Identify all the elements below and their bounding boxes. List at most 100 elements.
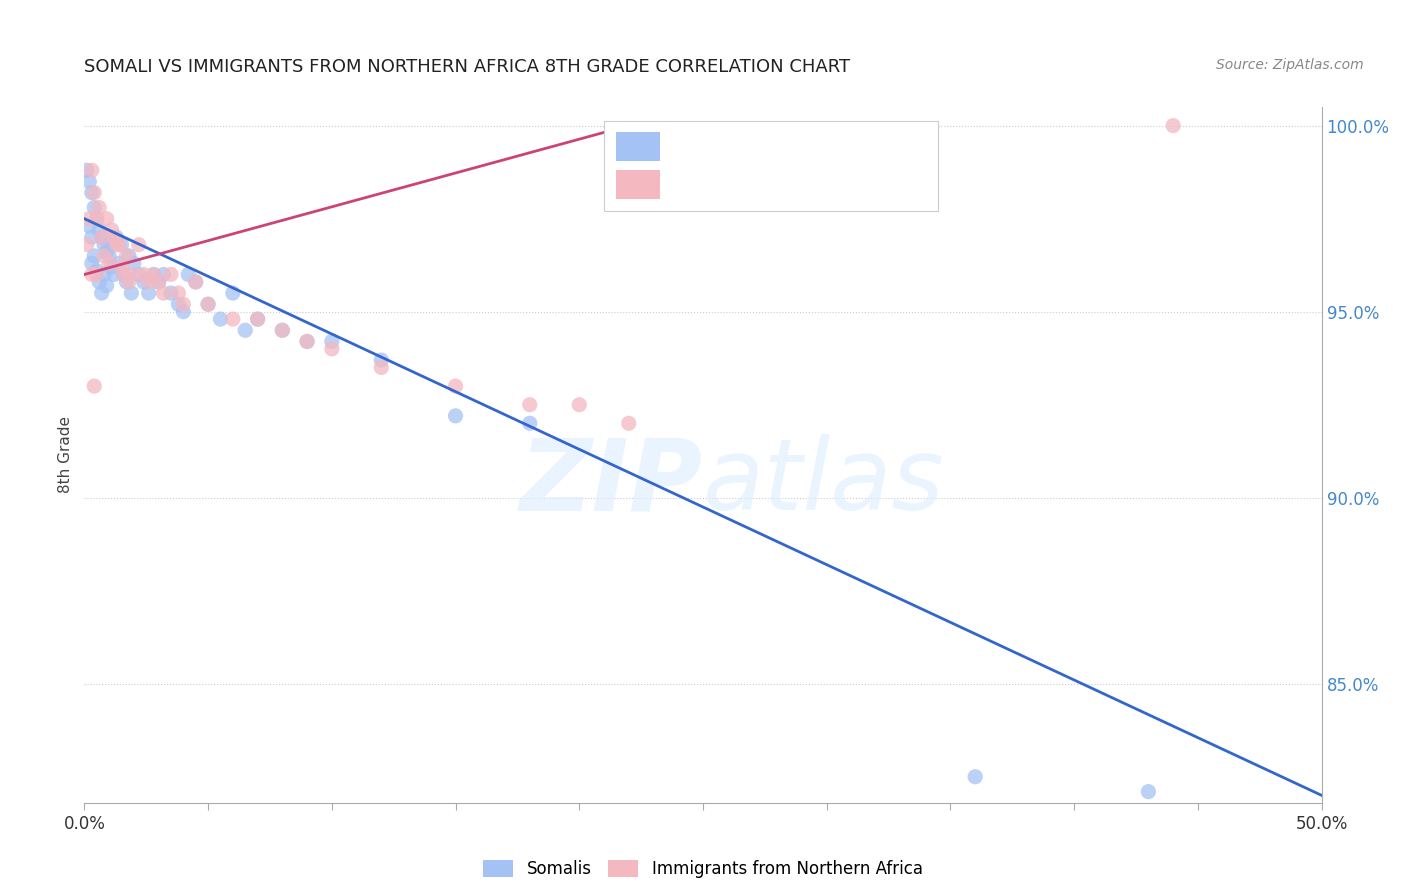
Point [132, 275, 155, 289]
Point [152, 286, 174, 301]
Point [1161, 119, 1184, 133]
Point [122, 256, 145, 270]
Point [100, 223, 122, 237]
Point [89, 275, 111, 289]
Point [98, 256, 121, 270]
Point [444, 409, 467, 423]
Point [86, 268, 108, 282]
Point [108, 256, 131, 270]
Point [222, 286, 245, 301]
Point [98, 237, 121, 252]
Text: N =: N = [832, 177, 869, 192]
Point [105, 237, 128, 252]
Point [444, 379, 467, 393]
Point [233, 323, 256, 337]
Point [79, 219, 101, 233]
Point [152, 268, 174, 282]
Point [148, 275, 170, 289]
Point [177, 268, 200, 282]
Point [271, 323, 294, 337]
Point [80, 230, 103, 244]
Point [246, 312, 269, 326]
Point [617, 417, 640, 431]
Text: R =: R = [676, 177, 713, 192]
Point [108, 237, 131, 252]
Point [160, 268, 183, 282]
Point [112, 268, 135, 282]
Legend: Somalis, Immigrants from Northern Africa: Somalis, Immigrants from Northern Africa [477, 854, 929, 885]
Point [122, 268, 145, 282]
Point [519, 417, 541, 431]
Point [184, 275, 207, 289]
Point [110, 237, 132, 252]
Point [96, 211, 118, 226]
Point [115, 275, 138, 289]
Point [209, 312, 232, 326]
Point [118, 249, 141, 263]
Point [83, 379, 105, 393]
Point [80, 163, 103, 178]
Text: -0.658: -0.658 [740, 139, 794, 154]
Point [246, 312, 269, 326]
Point [76, 237, 98, 252]
Text: atlas: atlas [703, 434, 945, 532]
Point [83, 249, 105, 263]
Point [132, 268, 155, 282]
Point [148, 275, 170, 289]
Point [167, 297, 190, 311]
Point [128, 237, 150, 252]
Point [1137, 784, 1160, 798]
Point [89, 201, 111, 215]
Point [110, 260, 132, 274]
Point [105, 230, 128, 244]
Point [80, 186, 103, 200]
Point [112, 268, 135, 282]
Point [89, 223, 111, 237]
Point [160, 286, 183, 301]
Y-axis label: 8th Grade: 8th Grade [58, 417, 73, 493]
Point [103, 268, 125, 282]
Point [118, 275, 141, 289]
Point [90, 286, 112, 301]
Point [83, 201, 105, 215]
Text: R =: R = [676, 139, 713, 154]
Point [76, 163, 98, 178]
Point [96, 278, 118, 293]
Point [80, 256, 103, 270]
Point [142, 268, 165, 282]
Text: 54: 54 [886, 139, 904, 154]
Point [197, 297, 219, 311]
Point [295, 334, 318, 349]
Point [86, 264, 108, 278]
Point [86, 211, 108, 226]
Text: N =: N = [832, 139, 869, 154]
Point [138, 286, 160, 301]
Text: 0.507: 0.507 [740, 177, 794, 192]
Point [128, 268, 150, 282]
Point [370, 360, 392, 375]
FancyBboxPatch shape [605, 121, 938, 211]
Point [83, 186, 105, 200]
Point [79, 211, 101, 226]
Point [142, 268, 165, 282]
Point [90, 230, 112, 244]
Point [120, 286, 142, 301]
Text: ZIP: ZIP [520, 434, 703, 532]
Point [96, 245, 118, 260]
Point [184, 275, 207, 289]
Text: SOMALI VS IMMIGRANTS FROM NORTHERN AFRICA 8TH GRADE CORRELATION CHART: SOMALI VS IMMIGRANTS FROM NORTHERN AFRIC… [84, 58, 851, 76]
Point [321, 334, 343, 349]
Point [103, 230, 125, 244]
Point [568, 398, 591, 412]
Point [90, 230, 112, 244]
Point [321, 342, 343, 356]
Point [222, 312, 245, 326]
Point [100, 260, 122, 274]
Point [138, 275, 160, 289]
Point [93, 268, 115, 282]
Point [80, 268, 103, 282]
Point [965, 770, 987, 784]
Point [295, 334, 318, 349]
Text: 44: 44 [886, 177, 904, 192]
Point [86, 211, 108, 226]
